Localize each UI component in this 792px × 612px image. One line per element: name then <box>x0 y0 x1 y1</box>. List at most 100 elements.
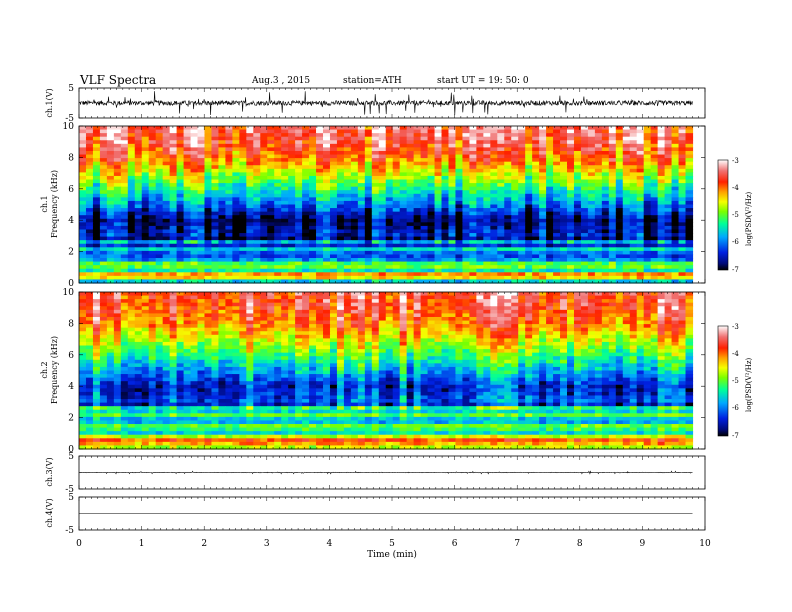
ch1-spectrogram-cell <box>678 136 687 141</box>
ch1-spectrogram-cell <box>560 158 568 163</box>
ch1-spectrogram-cell <box>169 272 178 277</box>
ch1-spectrogram-cell <box>85 215 94 220</box>
ch2-spectrogram-cell <box>113 295 122 300</box>
ch1-spectrogram-cell <box>490 143 498 149</box>
ch1-spectrogram-cell <box>127 208 136 213</box>
ch1-spectrogram-cell <box>246 218 254 223</box>
ch2-spectrogram-cell <box>295 309 303 315</box>
ch1-spectrogram-cell <box>643 225 652 231</box>
ch1-spectrogram-cell <box>267 129 275 134</box>
ch2-spectrogram-cell <box>420 306 429 311</box>
ch2-spectrogram-cell <box>567 306 575 311</box>
ch1-spectrogram-cell <box>636 175 645 181</box>
ch1-spectrogram-cell <box>378 208 387 213</box>
ch2-spectrogram-cell <box>671 292 680 297</box>
ch1-spectrogram-cell <box>643 272 652 277</box>
ch1-spectrogram-cell <box>371 208 380 213</box>
ch1-spectrogram-cell <box>79 279 87 284</box>
ch1-spectrogram-cell <box>260 211 268 216</box>
ch1-spectrogram-cell <box>204 261 213 266</box>
ch1-spectrogram-cell <box>553 175 561 181</box>
ch1-spectrogram-cell <box>490 179 498 184</box>
ch1-spectrogram-cell <box>295 229 303 234</box>
ch1-spectrogram-cell <box>420 204 429 209</box>
ch1-spectrogram-cell <box>399 233 408 238</box>
ch1-spectrogram-cell <box>134 179 143 184</box>
ch2-spectrogram-cell <box>288 306 296 311</box>
ch1-spectrogram-cell <box>120 161 129 166</box>
ch1-spectrogram-cell <box>169 218 178 223</box>
ch2-spectrogram-cell <box>316 316 324 322</box>
ch1-spectrogram-cell <box>99 218 108 223</box>
ch2-spectrogram-cell <box>622 295 631 300</box>
ch2-spectrogram-cell <box>176 316 185 322</box>
ch1-spectrogram-cell <box>455 197 464 202</box>
ch1-spectrogram-cell <box>601 126 610 131</box>
ch1-spectrogram-cell <box>371 258 380 263</box>
ch1-spectrogram-cell <box>169 190 178 195</box>
ch2-spectrogram-cell <box>357 313 366 318</box>
ch1-spectrogram-cell <box>567 168 575 173</box>
ch2-spectrogram-cell <box>378 302 387 307</box>
ch1-spectrogram-cell <box>525 233 533 238</box>
ch1-spectrogram-cell <box>650 161 659 166</box>
ch1-spectrogram-cell <box>490 197 498 202</box>
ch1-spectrogram-cell <box>560 140 568 145</box>
ch2-spectrogram-cell <box>518 313 526 318</box>
ch1-spectrogram-cell <box>546 193 554 198</box>
ch1-spectrogram-cell <box>615 133 624 138</box>
ch1-spectrogram-cell <box>364 126 373 131</box>
ch1-spectrogram-cell <box>427 150 436 156</box>
ch1-spectrogram-cell <box>336 222 345 227</box>
ch1-spectrogram-cell <box>573 247 582 252</box>
ch1-spectrogram-cell <box>476 268 484 273</box>
ch2-spectrogram-cell <box>406 316 415 322</box>
ch1-spectrogram-cell <box>267 229 275 234</box>
ch1-spectrogram-cell <box>316 275 324 281</box>
ch2-spectrogram-cell <box>685 302 694 307</box>
ch1-spectrogram-cell <box>594 143 603 149</box>
ch1-spectrogram-cell <box>92 218 101 223</box>
ch1-spectrogram-cell <box>218 129 226 134</box>
ch1-spectrogram-cell <box>643 250 652 256</box>
ch1-spectrogram-cell <box>169 140 178 145</box>
ch2-spectrogram-cell <box>490 295 498 300</box>
ch1-spectrogram-cell <box>490 222 498 227</box>
ch1-spectrogram-cell <box>232 183 240 188</box>
ch1-spectrogram-cell <box>608 250 617 256</box>
ch1-spectrogram-cell <box>281 147 289 152</box>
ch1-spectrogram-cell <box>497 133 505 138</box>
ch1-spectrogram-cell <box>455 233 464 238</box>
ch1-spectrogram-cell <box>323 126 331 131</box>
ch1-spectrogram-cell <box>462 126 470 131</box>
ch1-spectrogram-cell <box>204 204 213 209</box>
ch1-spectrogram-cell <box>162 247 171 252</box>
ch1-spectrogram-cell <box>594 236 603 241</box>
ch1-spectrogram-cell <box>664 243 673 248</box>
ch2-spectrogram-cell <box>79 299 87 304</box>
ch2-spectrogram-cell <box>427 295 436 300</box>
ch1-spectrogram-cell <box>113 204 122 209</box>
ch1-spectrogram-cell <box>302 133 310 138</box>
ch1-spectrogram-cell <box>504 190 512 195</box>
ch1-spectrogram-cell <box>329 261 338 266</box>
ch1-spectrogram-cell <box>657 208 666 213</box>
ch1-spectrogram-cell <box>469 222 477 227</box>
ch1-spectrogram-cell <box>678 172 687 177</box>
ch1-spectrogram-cell <box>497 183 505 188</box>
ch1-spectrogram-cell <box>560 233 568 238</box>
ch2-spectrogram-cell <box>134 306 143 311</box>
ch2-spectrogram-cell <box>532 302 540 307</box>
ch1-spectrogram-cell <box>162 197 171 202</box>
ch2-spectrogram-cell <box>490 292 498 297</box>
ch1-spectrogram-cell <box>190 211 199 216</box>
ch1-spectrogram-cell <box>211 133 220 138</box>
ch2-spectrogram-cell <box>490 302 498 307</box>
ch1-spectrogram-cell <box>309 147 317 152</box>
ch2-spectrogram-cell <box>434 316 443 322</box>
ch1-spectrogram-cell <box>253 165 261 170</box>
ch1-spectrogram-cell <box>323 258 331 263</box>
ch1-spectrogram-cell <box>622 197 631 202</box>
ch1-spectrogram-cell <box>546 211 554 216</box>
